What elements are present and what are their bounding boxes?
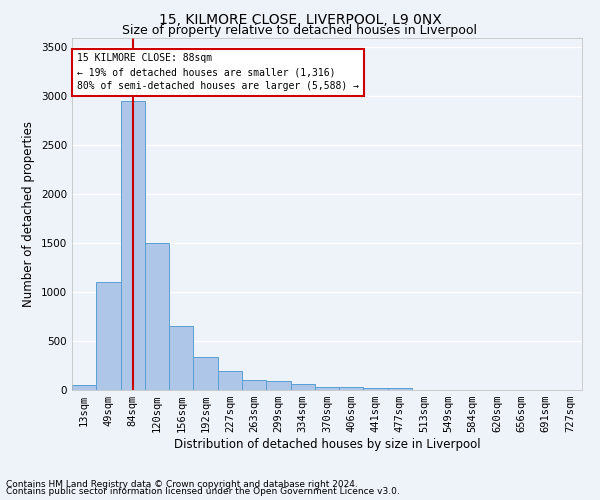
Text: Size of property relative to detached houses in Liverpool: Size of property relative to detached ho… (122, 24, 478, 37)
X-axis label: Distribution of detached houses by size in Liverpool: Distribution of detached houses by size … (173, 438, 481, 451)
Y-axis label: Number of detached properties: Number of detached properties (22, 120, 35, 306)
Bar (121, 101, 145, 390)
Text: 15, KILMORE CLOSE, LIVERPOOL, L9 0NX: 15, KILMORE CLOSE, LIVERPOOL, L9 0NX (158, 12, 442, 26)
Bar (169, 326, 193, 390)
Bar (242, 380, 266, 390)
Text: Contains public sector information licensed under the Open Government Licence v3: Contains public sector information licen… (6, 488, 400, 496)
Bar (315, 386, 339, 390)
Bar (388, 388, 412, 390)
Bar (72, 384, 96, 390)
Bar (96, 282, 121, 390)
Text: Contains HM Land Registry data © Crown copyright and database right 2024.: Contains HM Land Registry data © Crown c… (6, 480, 358, 489)
Bar (218, 371, 242, 390)
Bar (339, 387, 364, 390)
Bar (290, 384, 315, 390)
Bar (364, 388, 388, 390)
Bar (145, 243, 169, 390)
Bar (266, 381, 290, 390)
Text: 15 KILMORE CLOSE: 88sqm
← 19% of detached houses are smaller (1,316)
80% of semi: 15 KILMORE CLOSE: 88sqm ← 19% of detache… (77, 54, 359, 92)
Bar (193, 356, 218, 390)
